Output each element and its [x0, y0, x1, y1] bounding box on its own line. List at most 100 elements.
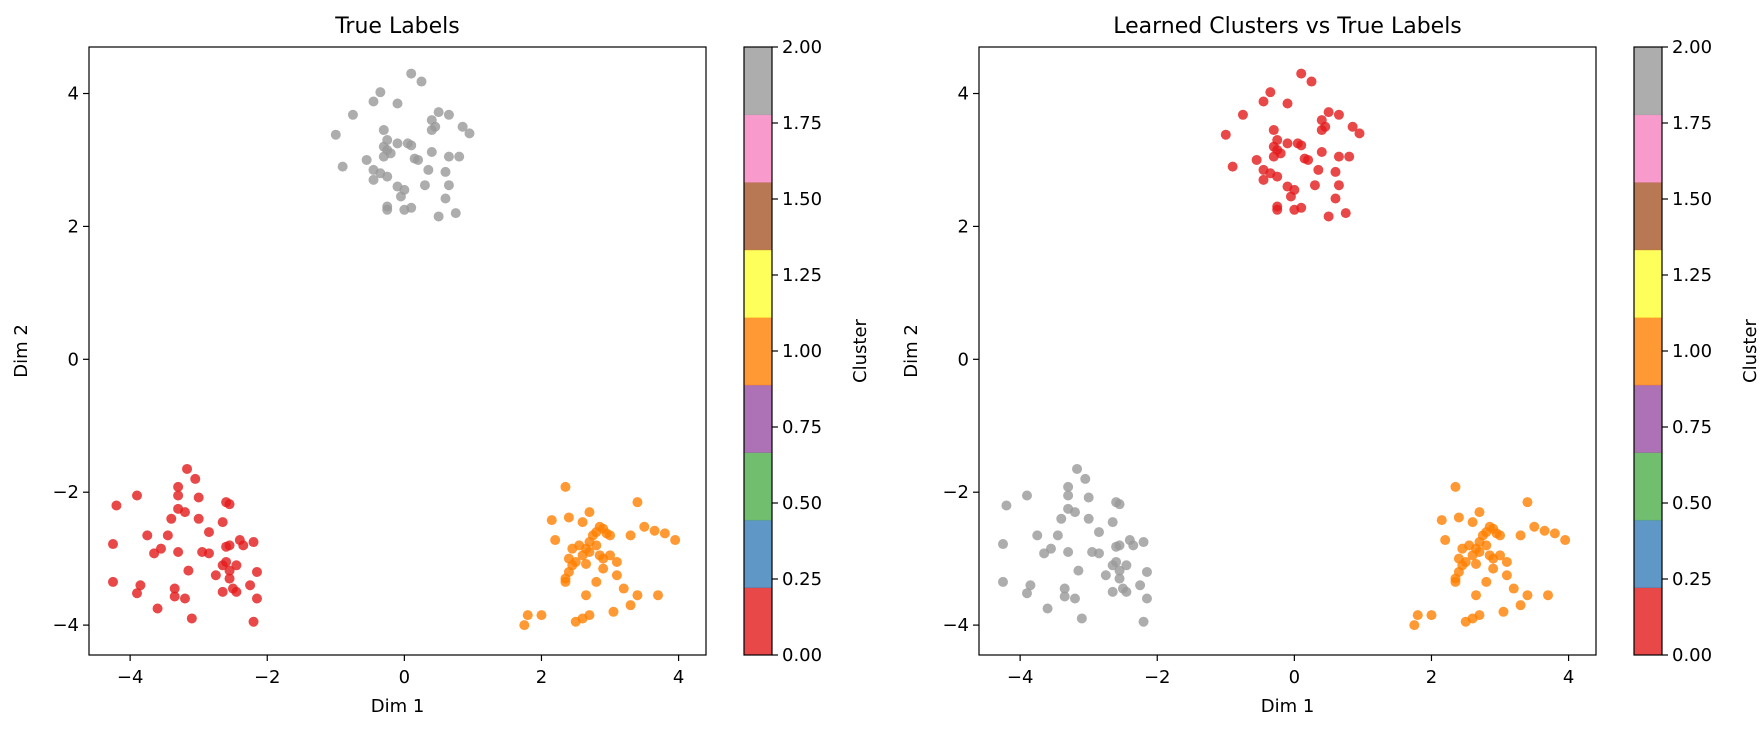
data-point [173, 490, 184, 501]
chart-title: Learned Clusters vs True Labels [1113, 14, 1462, 39]
data-point [440, 193, 451, 204]
data-point [1100, 570, 1111, 581]
data-point [1227, 161, 1238, 172]
data-point [1471, 558, 1482, 569]
data-point [567, 543, 578, 554]
data-point [433, 107, 444, 118]
data-point [107, 539, 118, 550]
y-axis-label: Dim 2 [11, 324, 32, 378]
data-point [382, 171, 393, 182]
data-point [1474, 507, 1485, 518]
colorbar-tick-label: 2.00 [782, 37, 822, 58]
data-point [1549, 528, 1560, 539]
data-point [416, 76, 427, 87]
data-point [625, 530, 636, 541]
data-point [1272, 171, 1283, 182]
data-point [1141, 593, 1152, 604]
data-point [1080, 473, 1091, 484]
data-point [464, 128, 475, 139]
data-point [997, 576, 1008, 587]
data-point [1237, 109, 1248, 120]
data-point [649, 525, 660, 536]
data-point [1135, 580, 1146, 591]
data-point [203, 527, 214, 538]
data-point [1285, 191, 1296, 202]
data-point [1114, 499, 1125, 510]
colorbar-segment [1634, 317, 1662, 386]
data-point [546, 515, 557, 526]
data-point [186, 613, 197, 624]
data-point [419, 180, 430, 191]
data-point [563, 512, 574, 523]
data-point [149, 548, 160, 559]
data-point [1488, 563, 1499, 574]
data-point [581, 558, 592, 569]
data-point [1059, 583, 1070, 594]
data-point [1107, 586, 1118, 597]
colorbar: 0.00 0.25 0.50 0.75 1.00 1.25 1.50 1.75 2.00 Clus… [1633, 37, 1761, 666]
data-point [1450, 481, 1461, 492]
data-point [1107, 517, 1118, 528]
data-point [190, 473, 201, 484]
data-point [368, 96, 379, 107]
colorbar-tick-label: 1.00 [782, 341, 822, 362]
data-point [1059, 591, 1070, 602]
data-point [1265, 87, 1276, 98]
data-point [1333, 151, 1344, 162]
data-point [443, 151, 454, 162]
data-point [1121, 586, 1132, 597]
data-point [1268, 151, 1279, 162]
data-point [406, 140, 417, 151]
data-point [1436, 515, 1447, 526]
data-point [1495, 530, 1506, 541]
data-point [193, 492, 204, 503]
data-point [378, 125, 389, 136]
y-tick-label: −4 [942, 615, 969, 636]
data-point [224, 565, 235, 576]
y-tick-label: −2 [942, 482, 969, 503]
data-point [1001, 500, 1012, 511]
data-point [107, 576, 118, 587]
data-point [1128, 540, 1139, 551]
data-point [1440, 535, 1451, 546]
data-point [378, 151, 389, 162]
data-point [1138, 537, 1149, 548]
data-point [1073, 565, 1084, 576]
x-axis-label: Dim 1 [371, 696, 425, 717]
data-point [251, 566, 262, 577]
data-point [577, 550, 588, 561]
data-point [1083, 513, 1094, 524]
data-point [231, 586, 242, 597]
data-point [251, 593, 262, 604]
data-point [1296, 68, 1307, 79]
series-2 [330, 68, 475, 222]
colorbar-segment [1634, 587, 1662, 656]
x-tick-label: 4 [1563, 667, 1574, 688]
data-point [1111, 541, 1122, 552]
data-point [1316, 146, 1327, 157]
data-point [1471, 590, 1482, 601]
data-point [1498, 606, 1509, 617]
data-point [248, 537, 259, 548]
data-point [1069, 507, 1080, 518]
data-point [560, 576, 571, 587]
data-point [423, 164, 434, 175]
data-point [1320, 121, 1331, 132]
data-point [1114, 565, 1125, 576]
data-point [598, 553, 609, 564]
data-point [608, 606, 619, 617]
data-point [1258, 174, 1269, 185]
data-point [1083, 492, 1094, 503]
data-point [131, 490, 142, 501]
data-point [1289, 204, 1300, 215]
data-point [166, 513, 177, 524]
data-point [426, 146, 437, 157]
colorbar-segment [1634, 182, 1662, 251]
x-tick-label: 2 [1426, 667, 1437, 688]
data-point [1409, 620, 1420, 631]
x-axis-label: Dim 1 [1261, 696, 1315, 717]
data-point [111, 500, 122, 511]
series-1 [519, 481, 681, 631]
data-point [1539, 525, 1550, 536]
colorbar-segment [1634, 384, 1662, 453]
